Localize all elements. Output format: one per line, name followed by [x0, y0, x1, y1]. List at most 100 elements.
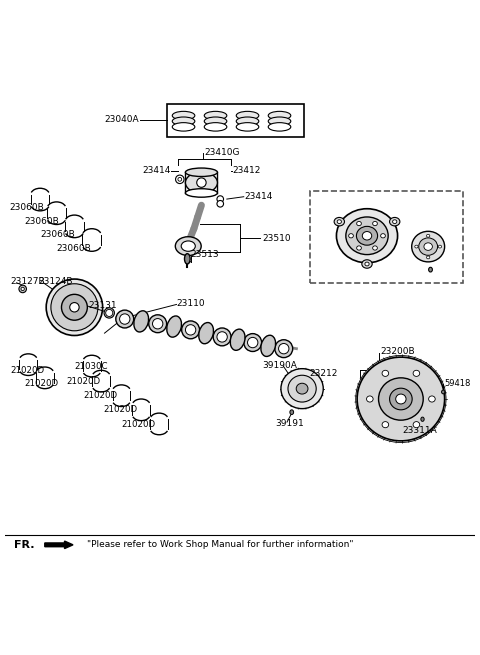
Text: 21020D: 21020D [104, 405, 138, 415]
Ellipse shape [244, 333, 262, 352]
Ellipse shape [185, 168, 217, 176]
Ellipse shape [248, 337, 258, 348]
Ellipse shape [236, 111, 259, 120]
Ellipse shape [181, 321, 200, 339]
Text: (A/T): (A/T) [314, 191, 341, 201]
Ellipse shape [185, 325, 196, 335]
Ellipse shape [429, 267, 432, 272]
Ellipse shape [278, 343, 289, 354]
Text: 23110: 23110 [177, 299, 205, 308]
Ellipse shape [104, 308, 114, 318]
Ellipse shape [396, 394, 406, 404]
Ellipse shape [51, 284, 98, 331]
Ellipse shape [120, 314, 130, 324]
Ellipse shape [438, 245, 442, 248]
Ellipse shape [372, 246, 377, 250]
Ellipse shape [442, 390, 445, 394]
Ellipse shape [236, 122, 259, 131]
Ellipse shape [372, 221, 377, 226]
Ellipse shape [178, 178, 181, 181]
Text: 59418: 59418 [444, 379, 471, 388]
Text: 21020D: 21020D [11, 366, 45, 375]
Text: 39190A: 39190A [263, 361, 298, 369]
Ellipse shape [424, 243, 432, 250]
Ellipse shape [413, 370, 420, 377]
Ellipse shape [413, 422, 420, 428]
Ellipse shape [176, 175, 184, 183]
Ellipse shape [175, 236, 201, 255]
Ellipse shape [429, 396, 435, 402]
Text: 23212: 23212 [310, 369, 338, 378]
Ellipse shape [204, 111, 227, 120]
Ellipse shape [365, 262, 369, 266]
Ellipse shape [61, 294, 87, 320]
Text: 23040A: 23040A [104, 115, 139, 124]
Ellipse shape [421, 417, 424, 421]
Text: 23513: 23513 [191, 250, 219, 259]
Text: 23414: 23414 [245, 192, 273, 201]
Ellipse shape [356, 356, 446, 443]
Ellipse shape [217, 331, 228, 342]
Ellipse shape [181, 241, 195, 252]
Ellipse shape [153, 318, 163, 329]
Text: 23211B: 23211B [334, 203, 369, 212]
Ellipse shape [415, 245, 418, 248]
Ellipse shape [412, 231, 444, 262]
Ellipse shape [236, 117, 259, 126]
Ellipse shape [348, 234, 353, 238]
Ellipse shape [290, 410, 294, 415]
FancyArrow shape [45, 541, 73, 549]
Text: 21020D: 21020D [66, 377, 100, 386]
Ellipse shape [185, 189, 217, 197]
Ellipse shape [21, 288, 24, 291]
Ellipse shape [288, 375, 316, 402]
Ellipse shape [172, 122, 195, 131]
Bar [167, 104, 303, 136]
Ellipse shape [381, 234, 385, 238]
Text: 23127B: 23127B [11, 277, 45, 286]
Ellipse shape [390, 388, 412, 410]
Ellipse shape [275, 340, 293, 358]
Text: 23124B: 23124B [39, 277, 73, 286]
Ellipse shape [268, 117, 291, 126]
Ellipse shape [346, 217, 388, 255]
Text: 21030C: 21030C [74, 362, 108, 371]
Text: 23060B: 23060B [10, 202, 44, 212]
Text: 21020D: 21020D [24, 379, 59, 388]
Ellipse shape [281, 369, 323, 409]
Ellipse shape [390, 217, 400, 226]
Ellipse shape [204, 122, 227, 131]
Ellipse shape [185, 172, 217, 193]
Ellipse shape [217, 200, 224, 207]
Text: 23060B: 23060B [57, 244, 91, 253]
Ellipse shape [336, 209, 397, 263]
Text: 39191: 39191 [275, 419, 304, 428]
Text: 23060B: 23060B [24, 217, 60, 226]
Text: 23410G: 23410G [204, 147, 240, 157]
Ellipse shape [230, 329, 245, 350]
Text: 23060B: 23060B [40, 231, 75, 239]
Text: 23510: 23510 [263, 234, 291, 242]
Ellipse shape [213, 328, 231, 346]
Text: 23226B: 23226B [367, 267, 401, 276]
Text: 23412: 23412 [232, 166, 260, 176]
Ellipse shape [393, 220, 397, 223]
Ellipse shape [197, 178, 206, 187]
Ellipse shape [357, 227, 378, 245]
Ellipse shape [357, 357, 444, 441]
Ellipse shape [367, 396, 373, 402]
Ellipse shape [217, 196, 224, 202]
Ellipse shape [172, 111, 195, 120]
Ellipse shape [70, 303, 79, 312]
Ellipse shape [134, 310, 149, 332]
Text: 23200B: 23200B [380, 347, 415, 356]
Ellipse shape [167, 316, 181, 337]
Text: 23311B: 23311B [426, 238, 458, 248]
Text: 23311A: 23311A [402, 426, 437, 434]
Ellipse shape [427, 256, 430, 259]
Ellipse shape [204, 117, 227, 126]
Ellipse shape [261, 335, 276, 356]
Ellipse shape [46, 279, 103, 335]
Ellipse shape [172, 117, 195, 126]
Text: 21020D: 21020D [121, 420, 156, 429]
